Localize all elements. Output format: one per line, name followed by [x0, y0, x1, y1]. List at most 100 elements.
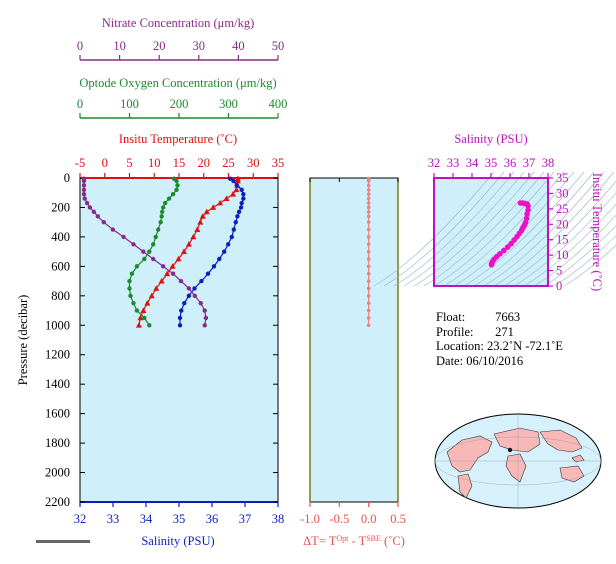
delta-t-tick-label: -0.5: [329, 512, 349, 526]
salinity-point: [239, 187, 244, 192]
delta-t-plot-area: [310, 178, 398, 502]
pressure-tick-label: 1400: [45, 377, 70, 391]
oxygen-point: [134, 264, 140, 269]
date-label: Date:: [436, 353, 464, 368]
date-value: 06/10/2016: [466, 353, 524, 368]
ts-x-tick-label: 32: [428, 156, 441, 170]
temperature-point: [197, 218, 204, 225]
temperature-point: [169, 263, 176, 269]
ts-y-tick-label: 0: [556, 279, 562, 293]
oxygen-point: [162, 200, 168, 206]
salinity-point: [227, 176, 233, 181]
temperature-point: [140, 307, 147, 313]
salinity-point: [199, 278, 204, 284]
temperature-point: [233, 186, 240, 193]
oxygen-tick-label: 300: [219, 97, 238, 111]
salinity-point: [182, 300, 187, 306]
temperature-point: [223, 195, 230, 202]
ts-plot-area: [434, 178, 548, 286]
temperature-tick-label: 10: [148, 156, 161, 170]
nitrate-point: [170, 271, 176, 276]
temperature-axis-title: Insitu Temperature (˚C): [119, 132, 237, 146]
oxygen-point: [174, 187, 179, 192]
oxygen-axis-title: Optode Oxygen Concentration (μm/kg): [79, 76, 276, 90]
salinity-point: [225, 242, 231, 247]
delta-t-point: [366, 179, 371, 183]
salinity-tick-label: 32: [74, 512, 87, 526]
nitrate-point: [203, 315, 209, 321]
pressure-tick-label: 400: [51, 230, 70, 244]
salinity-tick-label: 35: [173, 512, 186, 526]
oxygen-point: [131, 300, 136, 306]
float-id-row: Float: 7663: [436, 310, 563, 325]
density-contour: [533, 214, 616, 287]
nitrate-point: [178, 278, 184, 284]
ts-y-tick-label: 35: [556, 171, 569, 185]
oxygen-tick-label: 0: [77, 97, 83, 111]
nitrate-point: [186, 286, 192, 291]
nitrate-tick-label: 0: [77, 39, 83, 53]
delta-t-point: [366, 183, 371, 188]
oxygen-point: [142, 315, 147, 321]
salinity-point: [211, 264, 217, 269]
profile-plot-area: [80, 178, 278, 502]
salinity-point: [235, 214, 240, 219]
delta-t-point: [366, 294, 371, 298]
density-contour: [373, 171, 495, 287]
nitrate-point: [81, 192, 87, 197]
density-contour: [523, 203, 616, 287]
temperature-point: [210, 204, 217, 210]
oxygen-point: [158, 219, 163, 225]
salinity-point: [241, 192, 246, 197]
temperature-point: [175, 255, 182, 262]
oxygen-point: [127, 278, 132, 284]
delta-t-point: [366, 308, 371, 313]
nitrate-point: [95, 214, 101, 219]
temperature-point: [185, 241, 192, 247]
delta-t-point: [366, 264, 371, 269]
temperature-tick-label: -5: [75, 156, 85, 170]
delta-t-point: [366, 316, 371, 320]
temperature-point: [158, 277, 165, 284]
pressure-tick-label: 2000: [45, 466, 70, 480]
temperature-point: [229, 191, 236, 197]
delta-t-point: [366, 205, 371, 210]
pressure-tick-label: 800: [51, 289, 70, 303]
oxygen-point: [134, 308, 140, 313]
temperature-tick-label: 25: [222, 156, 235, 170]
ts-x-tick-label: 34: [466, 156, 479, 170]
oxygen-point: [156, 227, 161, 232]
density-contour: [503, 181, 616, 287]
temperature-tick-label: 5: [126, 156, 132, 170]
oxygen-point: [127, 286, 132, 291]
density-contour: [543, 225, 616, 287]
oxygen-point: [159, 209, 165, 215]
temperature-point: [190, 233, 197, 240]
density-contour: [463, 171, 585, 287]
salinity-tick-label: 33: [107, 512, 120, 526]
ts-point: [508, 240, 514, 247]
pressure-tick-label: 0: [64, 171, 70, 185]
salinity-point: [217, 256, 222, 262]
oxygen-point: [128, 293, 133, 299]
temperature-point: [148, 292, 155, 299]
delta-t-point: [366, 187, 371, 192]
temperature-point: [194, 226, 201, 232]
nitrate-tick-label: 10: [113, 39, 126, 53]
oxygen-point: [174, 178, 179, 184]
temperature-point: [144, 299, 151, 306]
ts-x-tick-label: 33: [447, 156, 460, 170]
delta-t-point: [366, 201, 371, 205]
pressure-axis-label: Pressure (decibar): [16, 295, 30, 386]
nitrate-tick-label: 20: [153, 39, 166, 53]
ts-axis-title: Salinity (PSU): [454, 132, 527, 146]
oxygen-point: [166, 196, 172, 201]
nitrate-point: [202, 323, 207, 328]
delta-t-tick-label: -1.0: [300, 512, 320, 526]
oxygen-point: [160, 205, 166, 210]
nitrate-point: [192, 293, 198, 299]
float-id-value: 7663: [495, 310, 521, 324]
nitrate-point: [87, 205, 93, 210]
ts-point: [511, 237, 517, 243]
nitrate-point: [84, 200, 90, 206]
